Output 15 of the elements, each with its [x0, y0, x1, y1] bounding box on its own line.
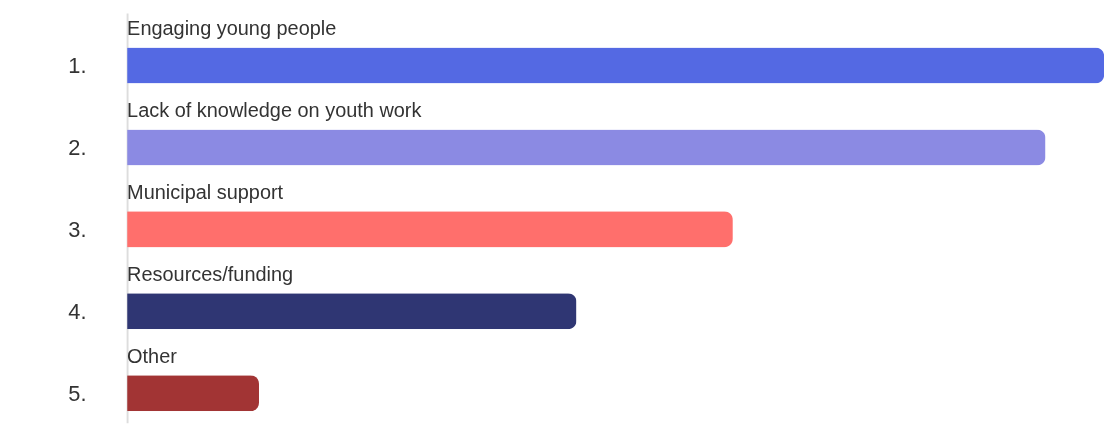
y-tick-label: Engaging young people	[127, 17, 337, 40]
text: 1.	[68, 53, 87, 79]
text: 5.	[68, 380, 87, 406]
text: 4.	[68, 298, 87, 324]
y-tick-label: Municipal support	[127, 181, 284, 204]
text: 2.	[68, 135, 87, 161]
bar	[127, 375, 259, 412]
y-tick-label: Other	[127, 344, 178, 367]
text: 3.	[68, 216, 87, 242]
bar	[127, 293, 577, 330]
y-tick-label: Lack of knowledge on youth work	[127, 99, 422, 122]
bar	[127, 47, 1105, 84]
bar	[127, 211, 733, 248]
y-tick-label: Resources/funding	[127, 262, 294, 285]
bar	[127, 129, 1046, 166]
